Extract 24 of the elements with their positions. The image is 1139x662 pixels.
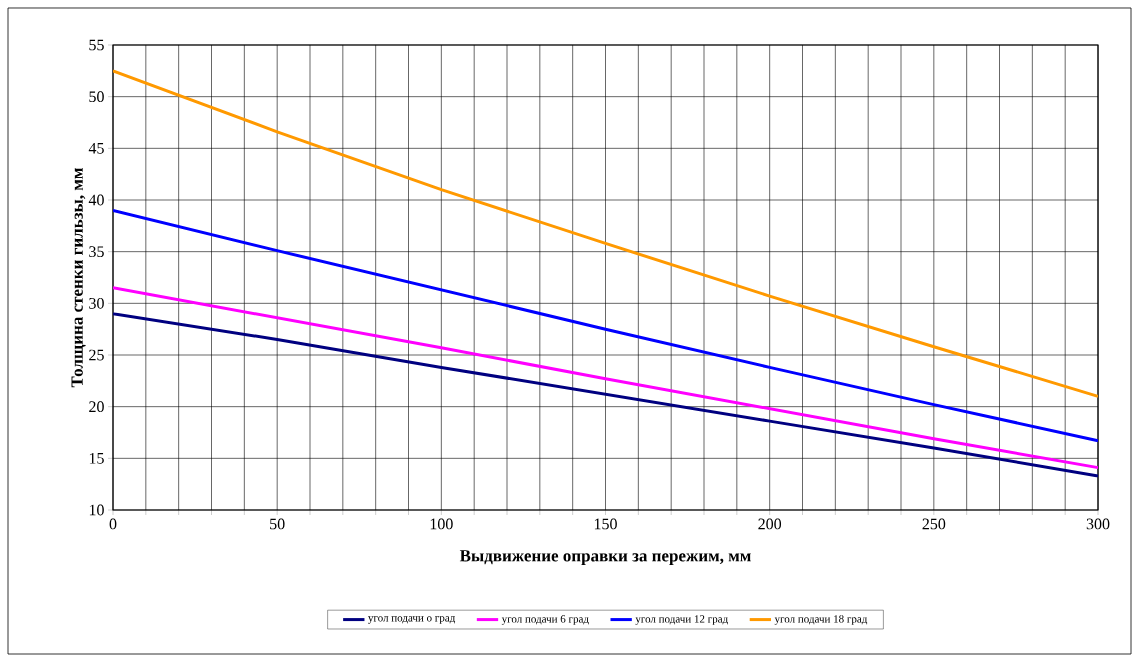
y-tick-label: 50 — [89, 91, 104, 103]
y-tick-label: 25 — [89, 349, 104, 361]
legend-label: угол подачи о град — [368, 616, 456, 624]
y-tick-label: 30 — [89, 297, 104, 309]
y-tick-label: 10 — [89, 504, 104, 516]
x-tick-label: 50 — [270, 518, 285, 530]
y-axis-title: Толщина стенки гильзы, мм — [71, 168, 86, 388]
x-tick-label: 150 — [594, 518, 617, 530]
x-tick-label: 300 — [1086, 518, 1110, 530]
legend-label: угол подачи 18 град — [774, 615, 868, 625]
x-axis-title: Выдвижение оправки за пережим, мм — [459, 550, 751, 565]
y-tick-label: 45 — [88, 143, 104, 154]
legend-label: угол подачи 12 град — [635, 615, 728, 625]
x-tick-label: 0 — [109, 518, 117, 530]
line-series — [113, 69, 1099, 398]
y-tick-label: 15 — [89, 452, 104, 464]
y-tick-label: 35 — [89, 246, 104, 258]
x-tick-label: 100 — [430, 518, 453, 530]
x-tick-label: 250 — [922, 518, 946, 530]
y-tick-label: 40 — [88, 194, 104, 206]
x-tick-label: 200 — [758, 518, 782, 530]
legend-label: угол подачи 6 град — [501, 615, 589, 625]
y-tick-label: 20 — [89, 401, 104, 413]
y-tick-label: 55 — [89, 39, 104, 51]
